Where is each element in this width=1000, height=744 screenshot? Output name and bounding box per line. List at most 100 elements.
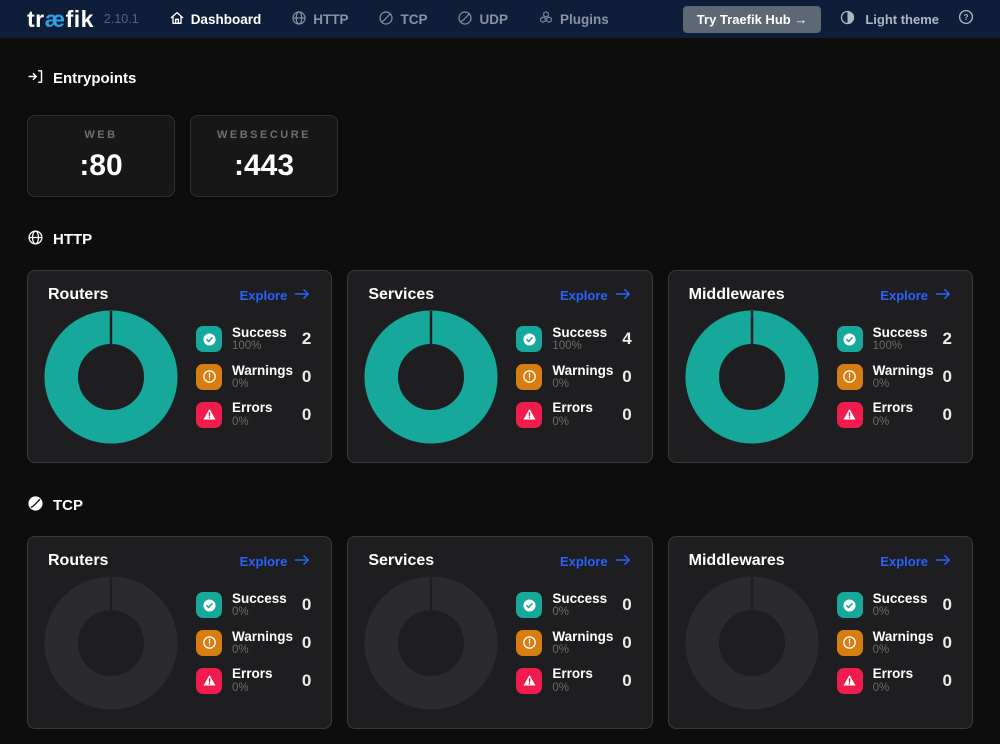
legend: Success0% 0 Warnings0% 0 Errors0% 0 xyxy=(516,591,631,695)
stat-percent: 0% xyxy=(232,378,293,391)
legend: Success0% 0 Warnings0% 0 Errors0% 0 xyxy=(196,591,311,695)
card-title: Middlewares xyxy=(689,286,785,304)
stat-percent: 100% xyxy=(873,340,928,353)
stat-percent: 0% xyxy=(232,606,287,619)
explore-link[interactable]: Explore xyxy=(560,554,632,569)
nav-item-tcp[interactable]: TCP xyxy=(378,10,427,29)
card-body: Success0% 0 Warnings0% 0 Errors0% 0 xyxy=(48,574,311,712)
legend-row-warnings: Warnings0% 0 xyxy=(196,629,311,658)
stat-value: 4 xyxy=(622,329,631,349)
legend-row-warnings: Warnings0% 0 xyxy=(837,363,952,392)
card-title: Routers xyxy=(48,286,108,304)
nav-item-label: Plugins xyxy=(560,12,609,27)
legend: Success100% 2 Warnings0% 0 Errors0% 0 xyxy=(837,325,952,429)
theme-toggle[interactable]: Light theme xyxy=(839,9,939,29)
tcp-heading: TCP xyxy=(27,495,973,516)
help-button[interactable]: ? xyxy=(957,8,975,31)
version-label: 2.10.1 xyxy=(104,12,139,26)
stat-value: 2 xyxy=(943,329,952,349)
try-traefik-hub-button[interactable]: Try Traefik Hub → xyxy=(683,6,822,33)
stat-value: 0 xyxy=(302,633,311,653)
entrypoint-port: :443 xyxy=(234,149,294,183)
card-title: Services xyxy=(368,286,434,304)
legend: Success0% 0 Warnings0% 0 Errors0% 0 xyxy=(837,591,952,695)
logo-ligature: æ xyxy=(45,6,66,33)
nav-item-udp[interactable]: UDP xyxy=(457,10,508,29)
stat-value: 0 xyxy=(943,367,952,387)
stat-percent: 0% xyxy=(232,416,273,429)
stat-value: 0 xyxy=(943,633,952,653)
card-header: Middlewares Explore xyxy=(689,552,952,570)
card-body: Success100% 2 Warnings0% 0 Errors0% 0 xyxy=(689,308,952,446)
donut-chart xyxy=(683,574,821,712)
protocol-icon xyxy=(457,10,473,29)
stat-percent: 0% xyxy=(873,682,914,695)
explore-link[interactable]: Explore xyxy=(560,288,632,303)
stat-label: Warnings xyxy=(232,363,293,379)
traefik-logo[interactable]: træfik xyxy=(27,6,94,33)
donut-chart xyxy=(362,574,500,712)
section-title: HTTP xyxy=(53,231,92,248)
entrypoints-row: WEB :80 WEBSECURE :443 xyxy=(27,115,973,197)
legend-row-errors: Errors0% 0 xyxy=(196,666,311,695)
warning-icon xyxy=(196,630,222,656)
card-header: Services Explore xyxy=(368,286,631,304)
stat-label: Success xyxy=(232,325,287,341)
legend-row-success: Success100% 2 xyxy=(196,325,311,354)
arrow-right-icon xyxy=(615,288,632,303)
nav-item-http[interactable]: HTTP xyxy=(291,10,348,29)
card-body: Success100% 4 Warnings0% 0 Errors0% 0 xyxy=(368,308,631,446)
explore-link[interactable]: Explore xyxy=(880,554,952,569)
error-icon xyxy=(837,402,863,428)
stat-percent: 0% xyxy=(552,606,607,619)
warning-icon xyxy=(837,630,863,656)
legend: Success100% 2 Warnings0% 0 Errors0% 0 xyxy=(196,325,311,429)
stat-value: 0 xyxy=(622,367,631,387)
legend-row-errors: Errors0% 0 xyxy=(196,400,311,429)
nav-item-label: TCP xyxy=(400,12,427,27)
explore-link[interactable]: Explore xyxy=(880,288,952,303)
explore-link[interactable]: Explore xyxy=(240,288,312,303)
legend-row-errors: Errors0% 0 xyxy=(516,666,631,695)
card-header: Routers Explore xyxy=(48,552,311,570)
card-body: Success0% 0 Warnings0% 0 Errors0% 0 xyxy=(689,574,952,712)
stat-percent: 0% xyxy=(552,644,613,657)
explore-label: Explore xyxy=(560,554,608,569)
svg-text:?: ? xyxy=(963,13,968,22)
stat-value: 0 xyxy=(943,405,952,425)
tcp-icon xyxy=(27,495,44,516)
legend-row-warnings: Warnings0% 0 xyxy=(516,363,631,392)
stat-label: Errors xyxy=(232,666,273,682)
http-routers-card: Routers Explore Success100% 2 Warn xyxy=(27,270,332,463)
donut-chart xyxy=(42,308,180,446)
stat-label: Warnings xyxy=(552,363,613,379)
entrypoint-card-web: WEB :80 xyxy=(27,115,175,197)
stat-label: Errors xyxy=(552,400,593,416)
nav-items: Dashboard HTTP TCP UDP Plugins xyxy=(169,10,609,29)
stat-value: 0 xyxy=(302,367,311,387)
success-icon xyxy=(837,592,863,618)
card-header: Routers Explore xyxy=(48,286,311,304)
donut-chart xyxy=(362,308,500,446)
help-icon: ? xyxy=(957,8,975,31)
explore-label: Explore xyxy=(880,554,928,569)
stat-label: Warnings xyxy=(232,629,293,645)
legend: Success100% 4 Warnings0% 0 Errors0% 0 xyxy=(516,325,631,429)
stat-percent: 100% xyxy=(232,340,287,353)
warning-icon xyxy=(837,364,863,390)
http-services-card: Services Explore Success100% 4 War xyxy=(347,270,652,463)
explore-link[interactable]: Explore xyxy=(240,554,312,569)
stat-percent: 100% xyxy=(552,340,607,353)
nav-item-dashboard[interactable]: Dashboard xyxy=(169,10,262,29)
main-content: Entrypoints WEB :80 WEBSECURE :443 HTTP … xyxy=(0,68,1000,729)
stat-percent: 0% xyxy=(873,606,928,619)
card-title: Services xyxy=(368,552,434,570)
stat-percent: 0% xyxy=(552,416,593,429)
stat-value: 0 xyxy=(622,405,631,425)
entrypoint-name: WEB xyxy=(84,129,117,141)
stat-percent: 0% xyxy=(552,378,613,391)
warning-icon xyxy=(516,364,542,390)
nav-item-plugins[interactable]: Plugins xyxy=(538,10,609,29)
card-header: Middlewares Explore xyxy=(689,286,952,304)
top-navbar: træfik 2.10.1 Dashboard HTTP TCP UDP xyxy=(0,0,1000,38)
